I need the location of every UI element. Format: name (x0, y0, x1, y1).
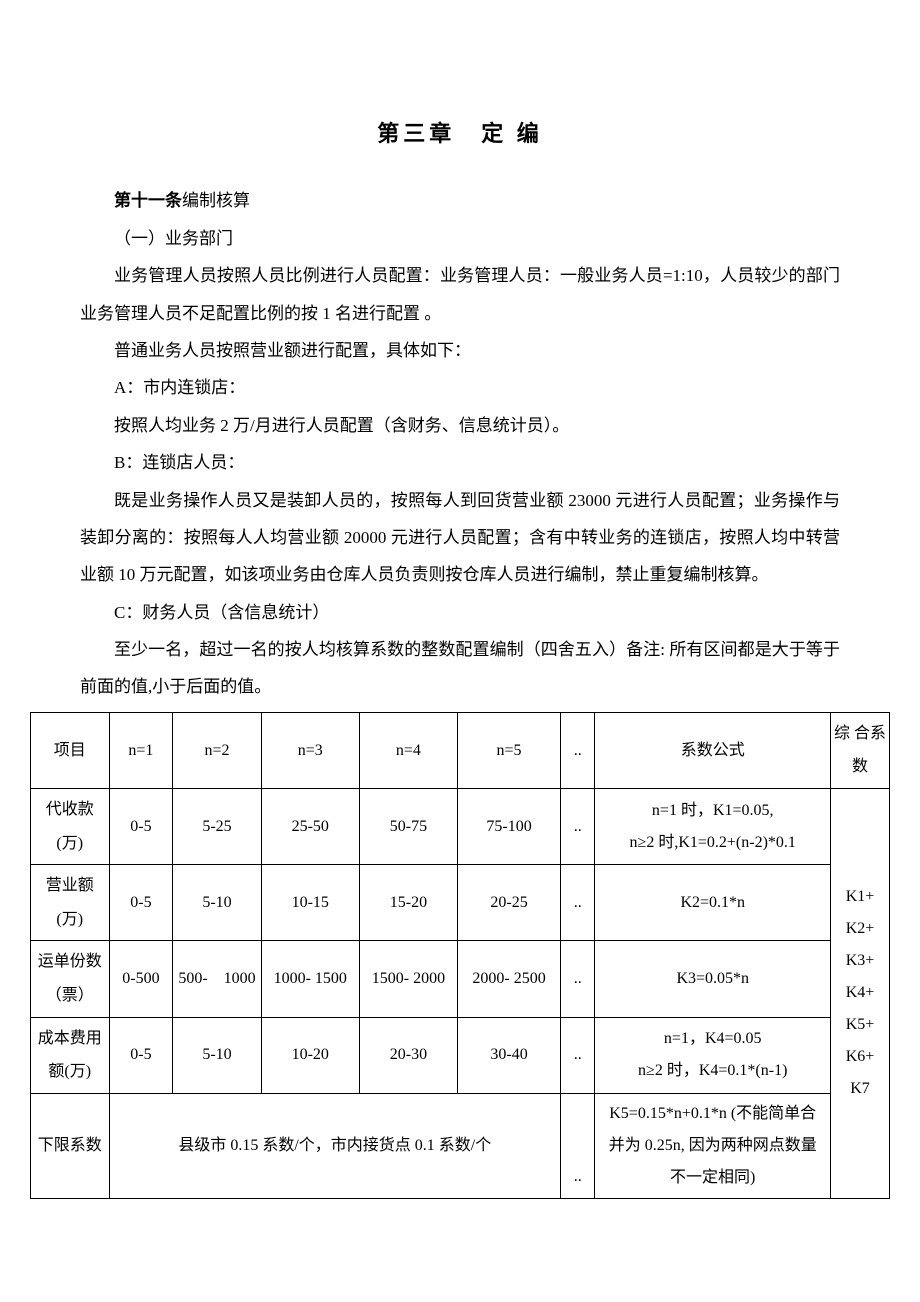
item-c-label: C：财务人员（含信息统计） (80, 594, 840, 631)
cell: 50-75 (359, 789, 457, 865)
header-formula: 系数公式 (595, 712, 831, 788)
table-row: 代收款(万) 0-5 5-25 25-50 50-75 75-100 .. n=… (31, 789, 890, 865)
table-row: 运单份数（票） 0-500 500- 1000 1000- 1500 1500-… (31, 941, 890, 1017)
cell: 0-5 (109, 1017, 173, 1093)
header-dots: .. (561, 712, 595, 788)
cell-dots: .. (561, 789, 595, 865)
header-coef: 综 合系数 (831, 712, 890, 788)
cell: 20-30 (359, 1017, 457, 1093)
cell: 15-20 (359, 865, 457, 941)
header-n4: n=4 (359, 712, 457, 788)
header-n2: n=2 (173, 712, 261, 788)
article-title: 编制核算 (182, 191, 250, 210)
article-label: 第十一条 (114, 191, 182, 210)
cell-dots: .. (561, 1093, 595, 1198)
header-n1: n=1 (109, 712, 173, 788)
cell-dots: .. (561, 865, 595, 941)
cell: 75-100 (457, 789, 560, 865)
cell: 5-10 (173, 865, 261, 941)
cell: 20-25 (457, 865, 560, 941)
cell-label: 下限系数 (31, 1093, 110, 1198)
header-n3: n=3 (261, 712, 359, 788)
cell: 10-20 (261, 1017, 359, 1093)
paragraph: 普通业务人员按照营业额进行配置，具体如下： (80, 332, 840, 369)
item-a-label: A：市内连锁店： (80, 369, 840, 406)
cell-formula: K2=0.1*n (595, 865, 831, 941)
cell: 0-5 (109, 865, 173, 941)
cell-formula: K3=0.05*n (595, 941, 831, 1017)
cell-merged-branch: 县级市 0.15 系数/个，市内接货点 0.1 系数/个 (109, 1093, 561, 1198)
cell-dots: .. (561, 941, 595, 1017)
cell: 1500- 2000 (359, 941, 457, 1017)
header-n5: n=5 (457, 712, 560, 788)
header-project: 项目 (31, 712, 110, 788)
chapter-title: 第三章 定 编 (30, 110, 890, 158)
paragraph: 业务管理人员按照人员比例进行人员配置：业务管理人员：一般业务人员=1:10，人员… (80, 257, 840, 332)
table-row: 成本费用额(万) 0-5 5-10 10-20 20-30 30-40 .. n… (31, 1017, 890, 1093)
cell-formula: n=1 时，K1=0.05,n≥2 时,K1=0.2+(n-2)*0.1 (595, 789, 831, 865)
cell-dots: .. (561, 1017, 595, 1093)
cell: 10-15 (261, 865, 359, 941)
cell-coef-merged: K1+K2+K3+K4+K5+K6+K7 (831, 789, 890, 1199)
cell: 0-5 (109, 789, 173, 865)
cell: 5-25 (173, 789, 261, 865)
cell-formula: K5=0.15*n+0.1*n (不能简单合并为 0.25n, 因为两种网点数量… (595, 1093, 831, 1198)
cell: 500- 1000 (173, 941, 261, 1017)
cell-label: 代收款(万) (31, 789, 110, 865)
cell-label: 营业额(万) (31, 865, 110, 941)
cell: 0-500 (109, 941, 173, 1017)
cell: 1000- 1500 (261, 941, 359, 1017)
cell-label: 运单份数（票） (31, 941, 110, 1017)
item-b-label: B：连锁店人员： (80, 444, 840, 481)
cell: 2000- 2500 (457, 941, 560, 1017)
item-b-text: 既是业务操作人员又是装卸人员的，按照每人到回货营业额 23000 元进行人员配置… (80, 482, 840, 594)
cell: 25-50 (261, 789, 359, 865)
cell: 5-10 (173, 1017, 261, 1093)
table-row: 营业额(万) 0-5 5-10 10-15 15-20 20-25 .. K2=… (31, 865, 890, 941)
section-heading: （一）业务部门 (80, 220, 840, 257)
coefficient-table: 项目 n=1 n=2 n=3 n=4 n=5 .. 系数公式 综 合系数 代收款… (30, 712, 890, 1199)
cell: 30-40 (457, 1017, 560, 1093)
table-row: 下限系数 县级市 0.15 系数/个，市内接货点 0.1 系数/个 .. K5=… (31, 1093, 890, 1198)
cell-label: 成本费用额(万) (31, 1017, 110, 1093)
table-header-row: 项目 n=1 n=2 n=3 n=4 n=5 .. 系数公式 综 合系数 (31, 712, 890, 788)
item-a-text: 按照人均业务 2 万/月进行人员配置（含财务、信息统计员）。 (80, 407, 840, 444)
item-c-text: 至少一名，超过一名的按人均核算系数的整数配置编制（四舍五入）备注: 所有区间都是… (80, 631, 840, 706)
article-line: 第十一条编制核算 (80, 182, 840, 219)
cell-formula: n=1，K4=0.05n≥2 时，K4=0.1*(n-1) (595, 1017, 831, 1093)
